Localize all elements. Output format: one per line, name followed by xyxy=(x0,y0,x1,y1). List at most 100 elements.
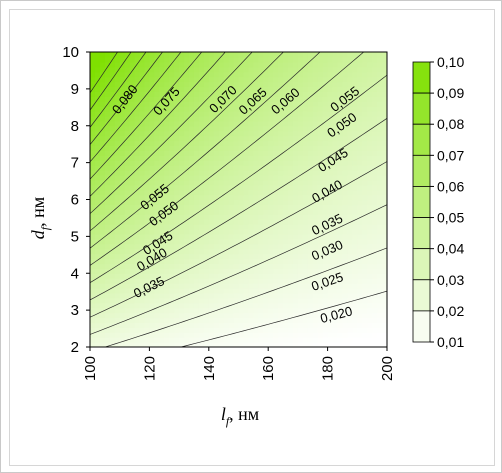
contour-fill-cell xyxy=(109,307,116,314)
contour-fill-cell xyxy=(218,204,225,210)
contour-fill-cell xyxy=(342,263,348,269)
contour-fill-cell xyxy=(347,189,353,196)
contour-fill-cell xyxy=(322,145,329,151)
contour-fill-cell xyxy=(347,258,353,265)
contour-fill-cell xyxy=(297,243,304,250)
contour-fill-cell xyxy=(327,150,334,156)
contour-fill-cell xyxy=(233,199,240,206)
contour-fill-cell xyxy=(317,307,324,314)
contour-fill-cell xyxy=(327,145,334,151)
contour-fill-cell xyxy=(184,145,190,151)
contour-fill-cell xyxy=(253,111,259,117)
contour-fill-cell xyxy=(332,214,339,220)
contour-fill-cell xyxy=(342,233,348,240)
contour-fill-cell xyxy=(169,297,175,304)
contour-fill-cell xyxy=(253,66,259,73)
contour-fill-cell xyxy=(90,106,96,112)
contour-fill-cell xyxy=(228,130,235,137)
contour-fill-cell xyxy=(288,91,294,97)
contour-fill-cell xyxy=(337,76,344,83)
contour-fill-cell xyxy=(288,81,294,88)
contour-fill-cell xyxy=(203,155,210,161)
contour-fill-cell xyxy=(104,135,111,142)
contour-fill-cell xyxy=(134,214,141,220)
contour-fill-cell xyxy=(377,229,383,235)
contour-fill-cell xyxy=(367,189,373,196)
contour-fill-cell xyxy=(119,332,126,338)
contour-fill-cell xyxy=(278,160,284,166)
contour-fill-cell xyxy=(292,248,299,255)
contour-fill-cell xyxy=(377,130,383,137)
contour-fill-cell xyxy=(218,243,225,250)
contour-fill-cell xyxy=(134,258,141,265)
contour-fill-cell xyxy=(193,233,200,240)
contour-fill-cell xyxy=(213,61,220,68)
contour-fill-cell xyxy=(213,101,220,107)
contour-fill-cell xyxy=(228,81,235,88)
contour-fill-cell xyxy=(248,337,254,343)
contour-fill-cell xyxy=(362,91,368,97)
contour-fill-cell xyxy=(164,101,170,107)
contour-fill-cell xyxy=(253,209,259,215)
contour-fill-cell xyxy=(248,140,254,147)
contour-fill-cell xyxy=(144,101,150,107)
contour-fill-cell xyxy=(109,199,116,206)
contour-fill-cell xyxy=(342,179,348,186)
contour-fill-cell xyxy=(297,238,304,245)
contour-fill-cell xyxy=(278,342,284,347)
contour-fill-cell xyxy=(90,312,96,319)
contour-fill-cell xyxy=(134,312,141,319)
contour-fill-cell xyxy=(114,135,121,142)
contour-fill-cell xyxy=(312,81,319,88)
contour-fill-cell xyxy=(238,322,245,328)
contour-fill-cell xyxy=(288,130,294,137)
contour-fill-cell xyxy=(174,179,180,186)
contour-fill-cell xyxy=(144,52,150,58)
contour-fill-cell xyxy=(134,194,141,201)
contour-fill-cell xyxy=(352,248,358,255)
contour-fill-cell xyxy=(218,170,225,176)
contour-fill-cell xyxy=(253,273,259,279)
contour-fill-cell xyxy=(218,332,225,338)
contour-fill-cell xyxy=(372,66,378,73)
contour-fill-cell xyxy=(288,268,294,274)
contour-fill-cell xyxy=(302,248,309,255)
contour-fill-cell xyxy=(263,268,269,274)
contour-fill-cell xyxy=(149,184,155,191)
contour-fill-cell xyxy=(189,52,195,58)
contour-fill-cell xyxy=(302,81,309,88)
contour-fill-cell xyxy=(228,258,235,265)
contour-fill-cell xyxy=(273,263,279,269)
contour-fill-cell xyxy=(292,66,299,73)
contour-fill-cell xyxy=(99,273,106,279)
contour-fill-cell xyxy=(198,174,205,181)
contour-fill-cell xyxy=(302,317,309,324)
contour-fill-cell xyxy=(109,96,116,102)
contour-fill-cell xyxy=(124,179,131,186)
contour-fill-cell xyxy=(362,76,368,83)
contour-fill-cell xyxy=(104,268,111,274)
contour-fill-cell xyxy=(312,111,319,117)
contour-fill-cell xyxy=(292,278,299,284)
contour-fill-cell xyxy=(233,322,240,328)
contour-fill-cell xyxy=(213,170,220,176)
contour-fill-cell xyxy=(109,224,116,230)
contour-fill-cell xyxy=(278,288,284,294)
contour-fill-cell xyxy=(203,322,210,328)
contour-fill-cell xyxy=(367,278,373,284)
contour-fill-cell xyxy=(198,56,205,63)
contour-fill-cell xyxy=(302,273,309,279)
x-tick-label: 120 xyxy=(141,356,158,381)
contour-fill-cell xyxy=(129,278,136,284)
contour-fill-cell xyxy=(317,273,324,279)
contour-fill-cell xyxy=(248,342,254,347)
contour-fill-cell xyxy=(273,233,279,240)
contour-fill-cell xyxy=(263,150,269,156)
contour-fill-cell xyxy=(307,160,314,166)
contour-fill-cell xyxy=(342,170,348,176)
contour-fill-cell xyxy=(174,233,180,240)
contour-fill-cell xyxy=(372,160,378,166)
contour-fill-cell xyxy=(243,317,249,324)
contour-fill-cell xyxy=(104,199,111,206)
contour-fill-cell xyxy=(94,130,101,137)
